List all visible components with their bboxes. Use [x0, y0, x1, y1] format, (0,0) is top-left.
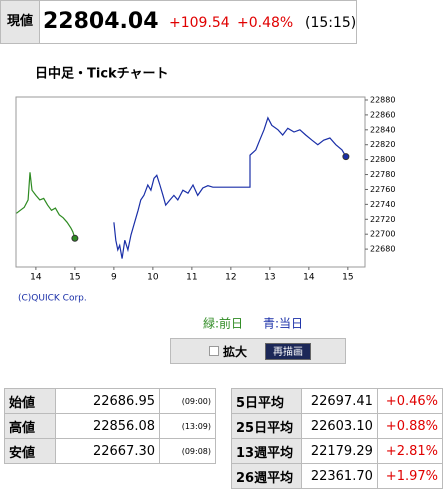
table-cell: 22361.70 [301, 463, 378, 489]
table-cell: 22667.30 [55, 438, 160, 464]
redraw-button[interactable]: 再描画 [265, 343, 311, 360]
y-tick-label: 22820 [370, 140, 395, 149]
copyright: (C)QUICK Corp. [18, 294, 87, 304]
table-row: 安値 22667.30 (09:08) [3, 438, 216, 464]
x-tick-label: 10 [147, 273, 159, 283]
table-cell: 安値 [3, 438, 57, 464]
y-tick-label: 22760 [370, 185, 395, 194]
x-tick-label: 15 [342, 273, 353, 283]
table-row: 高値 22856.08 (13:09) [3, 413, 216, 439]
quote-header: 現値 22804.04 +109.54 +0.48% (15:15) [0, 0, 357, 44]
y-tick-label: 22780 [370, 170, 395, 179]
table-cell: +0.88% [376, 413, 444, 439]
legend-label: 青:当日 [263, 317, 303, 331]
table-cell: +0.46% [376, 388, 444, 414]
controls: 拡大 再描画 [170, 338, 346, 364]
table-cell: 22179.29 [301, 438, 378, 464]
table-cell: 22603.10 [301, 413, 378, 439]
table-cell: (09:00) [159, 388, 216, 414]
x-tick-label: 14 [303, 273, 315, 283]
table-cell: 始値 [3, 388, 57, 414]
table-cell: +1.97% [376, 463, 444, 489]
table-row: 25日平均 22603.10 +0.88% [230, 413, 444, 439]
table-cell: 22856.08 [55, 413, 160, 439]
table-cell: 22686.95 [55, 388, 160, 414]
table-cell: +2.81% [376, 438, 444, 464]
change-pct: +0.48% [237, 15, 294, 31]
plot-frame [15, 96, 366, 268]
table-cell: 22697.41 [301, 388, 378, 414]
y-tick-label: 22700 [370, 230, 395, 239]
x-tick-label: 13 [264, 273, 275, 283]
y-tick-label: 22800 [370, 155, 395, 164]
x-tick-label: 12 [225, 273, 236, 283]
series-line [113, 116, 347, 259]
table-row: 始値 22686.95 (09:00) [3, 388, 216, 414]
table-cell: 5日平均 [230, 388, 303, 414]
checkbox-label[interactable]: 拡大 [223, 345, 248, 359]
table-cell: 25日平均 [230, 413, 303, 439]
y-tick-label: 22740 [370, 200, 395, 209]
price-table: 始値 22686.95 (09:00) 高値 22856.08 (13:09) 安値 2266… [3, 388, 216, 464]
x-tick-label: 9 [111, 273, 117, 283]
table-row: 13週平均 22179.29 +2.81% [230, 438, 444, 464]
series-line [16, 172, 76, 239]
table-cell: (09:08) [159, 438, 216, 464]
y-tick-label: 22720 [370, 215, 395, 224]
time: (15:15) [305, 15, 357, 31]
change: +109.54 [169, 15, 230, 31]
chart: 日中足・Tickチャート (C)QUICK Corp. 22680 22700 22… [15, 66, 395, 331]
table-cell: 13週平均 [230, 438, 303, 464]
average-table: 5日平均 22697.41 +0.46% 25日平均 22603.10 +0.88% 13週… [230, 388, 444, 489]
x-tick-label: 14 [30, 273, 42, 283]
chart-title: 日中足・Tickチャート [35, 66, 169, 82]
y-tick-label: 22860 [370, 110, 395, 119]
table-row: 5日平均 22697.41 +0.46% [230, 388, 444, 414]
table-row: 26週平均 22361.70 +1.97% [230, 463, 444, 489]
table-cell: (13:09) [159, 413, 216, 439]
y-tick-label: 22880 [370, 95, 395, 104]
table-cell: 26週平均 [230, 463, 303, 489]
y-tick-label: 22680 [370, 245, 395, 254]
x-tick-label: 15 [69, 273, 80, 283]
end-marker [71, 234, 79, 242]
label: 現値 [1, 1, 40, 43]
y-tick-label: 22840 [370, 125, 395, 134]
x-tick-label: 11 [186, 273, 197, 283]
price: 22804.04 [43, 9, 159, 34]
table-cell: 高値 [3, 413, 57, 439]
checkbox[interactable] [209, 346, 219, 356]
legend-label: 緑:前日 [203, 316, 243, 331]
end-marker [342, 153, 350, 161]
